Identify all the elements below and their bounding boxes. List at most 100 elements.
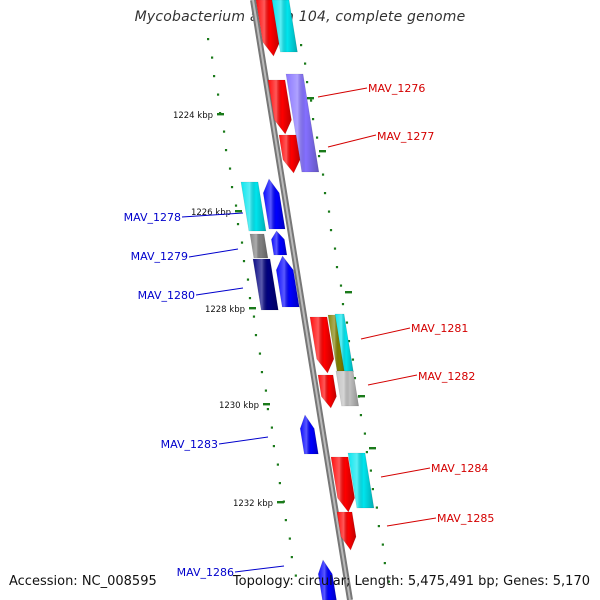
tick-label-1232-kbp: 1232 kbp — [233, 499, 273, 509]
gc-dot — [359, 414, 363, 417]
gene-mav-1286[interactable] — [317, 559, 337, 600]
gc-dot — [353, 377, 357, 380]
gene-feature-6[interactable] — [262, 178, 286, 230]
leader-line-mav-1283 — [218, 436, 269, 445]
gene-features — [240, 0, 375, 600]
gc-dot — [272, 445, 275, 448]
gene-mav-1281-shading — [310, 317, 334, 373]
gc-dot — [345, 321, 349, 324]
leader-line-mav-1282 — [367, 374, 418, 386]
label-mav-1281[interactable]: MAV_1281 — [411, 322, 468, 335]
gc-dash — [358, 395, 365, 398]
gene-mav-1282-shading — [318, 375, 337, 408]
label-mav-1286[interactable]: MAV_1286 — [177, 566, 234, 579]
gc-dot — [321, 173, 325, 176]
label-mav-1278[interactable]: MAV_1278 — [124, 211, 181, 224]
gc-dot — [242, 260, 246, 263]
gc-dot — [383, 562, 386, 565]
gene-feature-18[interactable] — [347, 452, 375, 509]
gene-feature-8-shading — [271, 231, 287, 255]
gc-dot — [254, 334, 258, 337]
gc-dot — [335, 266, 339, 269]
gene-feature-6-shading — [263, 179, 286, 229]
gene-mav-1276[interactable] — [267, 79, 292, 135]
label-mav-1282[interactable]: MAV_1282 — [418, 370, 475, 383]
gene-mav-1282[interactable] — [317, 374, 337, 409]
gc-dot — [236, 223, 240, 226]
gc-dot — [207, 38, 210, 41]
tick-mark — [217, 113, 224, 116]
gc-dot — [294, 574, 297, 577]
gc-dot — [365, 451, 368, 454]
label-mav-1277[interactable]: MAV_1277 — [377, 130, 434, 143]
gc-dot — [234, 204, 238, 207]
gene-mav-1286-shading — [318, 560, 337, 600]
leader-line-mav-1286 — [234, 565, 285, 573]
gene-mav-1279-shading — [250, 234, 268, 258]
label-mav-1283[interactable]: MAV_1283 — [161, 438, 218, 451]
tick-label-1226-kbp: 1226 kbp — [191, 208, 231, 218]
gc-dot — [339, 284, 343, 287]
tick-label-1230-kbp: 1230 kbp — [219, 401, 259, 411]
gc-dot — [303, 62, 307, 65]
gene-feature-4[interactable] — [278, 134, 301, 174]
gene-mav-1280-shading — [253, 259, 279, 310]
gc-dot — [212, 75, 216, 78]
gc-dot — [327, 210, 331, 213]
gene-feature-13[interactable] — [334, 313, 354, 373]
label-mav-1276[interactable]: MAV_1276 — [368, 82, 425, 95]
gc-dot — [264, 389, 268, 392]
gc-dot — [230, 186, 234, 189]
gene-mav-1283[interactable] — [299, 414, 319, 455]
gene-feature-1[interactable] — [271, 0, 298, 53]
leader-line-mav-1279 — [188, 248, 239, 258]
gene-labels: MAV_1276 MAV_1277 MAV_1278 MAV_1279 MAV_1280… — [124, 82, 495, 579]
label-mav-1279[interactable]: MAV_1279 — [131, 250, 188, 263]
leader-line-mav-1285 — [386, 517, 437, 527]
leader-line-mav-1284 — [380, 467, 431, 478]
gc-dot — [210, 56, 214, 59]
gc-dot — [216, 93, 220, 96]
gene-mav-1279[interactable] — [249, 233, 269, 259]
gene-feature-15[interactable] — [335, 370, 360, 407]
gene-feature-10[interactable] — [275, 255, 300, 308]
label-mav-1280[interactable]: MAV_1280 — [138, 289, 195, 302]
backbone — [250, 0, 353, 600]
accession-text: Accession: NC_008595 — [9, 574, 157, 589]
gc-dot — [375, 506, 378, 509]
gc-dot — [240, 241, 244, 244]
tick-mark — [249, 307, 256, 310]
gene-mav-1283-shading — [300, 415, 319, 454]
gc-dot — [351, 358, 355, 361]
gc-dash — [307, 97, 314, 100]
gene-feature-15-shading — [336, 371, 359, 406]
gc-dot — [278, 482, 281, 485]
gene-mav-1277-shading — [286, 74, 319, 172]
gene-feature-12-shading — [328, 315, 347, 373]
gc-dot — [222, 130, 226, 133]
gene-mav-1278[interactable] — [240, 181, 267, 232]
gc-dot — [276, 463, 279, 466]
gene-feature-8[interactable] — [271, 230, 288, 256]
kbp-ticks: 1224 kbp 1226 kbp 1228 kbp 1230 kbp 1232 kbp — [173, 111, 284, 509]
gc-dot — [284, 519, 287, 522]
gc-dot — [377, 525, 380, 528]
tick-label-1224-kbp: 1224 kbp — [173, 111, 213, 121]
gene-mav-1285[interactable] — [336, 511, 357, 551]
map-title: Mycobacterium avium 104, complete genome — [134, 9, 466, 25]
gene-feature-0-shading — [256, 0, 280, 56]
gene-mav-1281[interactable] — [309, 316, 335, 374]
gene-feature-0[interactable] — [255, 0, 281, 57]
gene-mav-1276-shading — [268, 80, 292, 134]
label-mav-1285[interactable]: MAV_1285 — [437, 512, 494, 525]
gc-dot — [329, 229, 333, 232]
gc-dot — [260, 371, 264, 374]
gc-dot — [309, 99, 313, 102]
label-mav-1284[interactable]: MAV_1284 — [431, 462, 488, 475]
gene-feature-13-shading — [335, 314, 354, 372]
gene-mav-1284[interactable] — [330, 456, 355, 513]
gene-mav-1280[interactable] — [252, 258, 279, 311]
gc-dash — [369, 447, 376, 450]
